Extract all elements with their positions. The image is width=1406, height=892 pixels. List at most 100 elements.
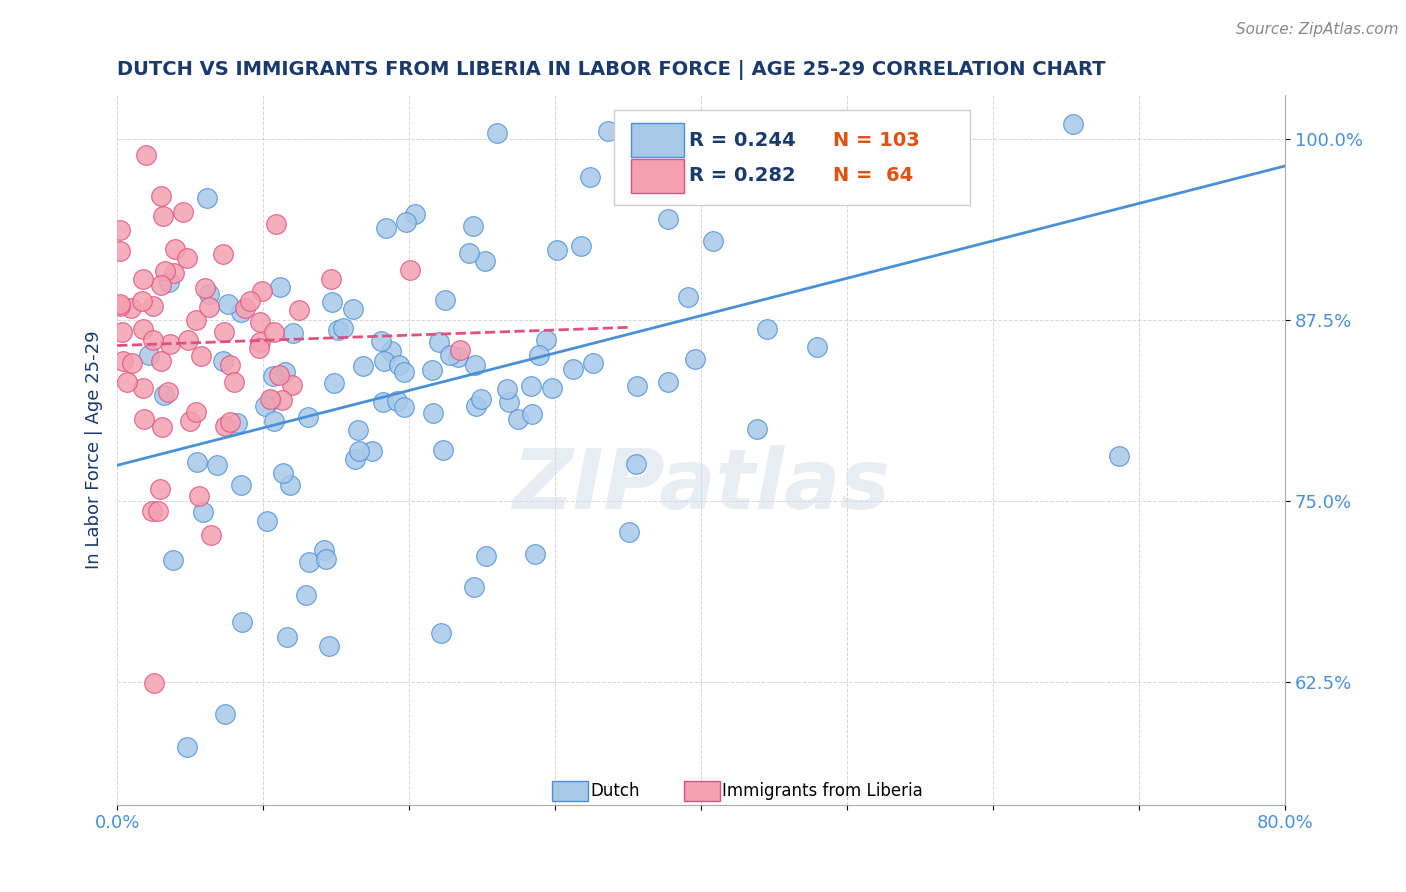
- Point: [214, 706, 236, 721]
- Point: [263, 415, 285, 429]
- Point: [475, 549, 498, 563]
- Point: [429, 626, 451, 640]
- Point: [657, 211, 679, 226]
- Point: [194, 281, 217, 295]
- Point: [250, 284, 273, 298]
- Text: Source: ZipAtlas.com: Source: ZipAtlas.com: [1236, 22, 1399, 37]
- Point: [464, 358, 486, 372]
- Point: [756, 322, 779, 336]
- Point: [380, 343, 402, 358]
- Point: [163, 266, 186, 280]
- Point: [254, 399, 277, 413]
- Point: [420, 363, 443, 377]
- Text: DUTCH VS IMMIGRANTS FROM LIBERIA IN LABOR FORCE | AGE 25-29 CORRELATION CHART: DUTCH VS IMMIGRANTS FROM LIBERIA IN LABO…: [117, 60, 1105, 79]
- Point: [700, 117, 723, 131]
- Point: [534, 333, 557, 347]
- Point: [176, 251, 198, 265]
- Point: [198, 286, 221, 301]
- Y-axis label: In Labor Force | Age 25-29: In Labor Force | Age 25-29: [86, 331, 103, 569]
- Point: [110, 299, 132, 313]
- Point: [229, 478, 252, 492]
- Point: [540, 380, 562, 394]
- Point: [172, 204, 194, 219]
- Point: [186, 313, 208, 327]
- Point: [470, 392, 492, 407]
- Point: [212, 325, 235, 339]
- Point: [360, 443, 382, 458]
- Point: [434, 293, 457, 308]
- Point: [269, 368, 291, 382]
- Point: [111, 326, 134, 340]
- Point: [121, 355, 143, 369]
- Point: [212, 354, 235, 368]
- Point: [388, 358, 411, 372]
- Point: [474, 254, 496, 268]
- Point: [657, 375, 679, 389]
- Point: [1062, 117, 1084, 131]
- Point: [295, 588, 318, 602]
- Point: [150, 420, 173, 434]
- Point: [288, 302, 311, 317]
- Point: [153, 387, 176, 401]
- Point: [673, 117, 696, 131]
- Point: [498, 394, 520, 409]
- Point: [569, 238, 592, 252]
- Point: [447, 350, 470, 364]
- Point: [495, 383, 517, 397]
- Point: [281, 326, 304, 341]
- Point: [315, 552, 337, 566]
- Point: [273, 466, 295, 480]
- Point: [150, 353, 173, 368]
- Point: [276, 631, 298, 645]
- FancyBboxPatch shape: [631, 123, 683, 157]
- Point: [1108, 450, 1130, 464]
- Text: Dutch: Dutch: [591, 782, 640, 800]
- Point: [200, 528, 222, 542]
- Text: N = 103: N = 103: [834, 130, 920, 150]
- Point: [264, 217, 287, 231]
- Point: [278, 478, 301, 492]
- Point: [319, 272, 342, 286]
- Point: [464, 399, 486, 413]
- Point: [676, 290, 699, 304]
- Point: [485, 126, 508, 140]
- Point: [176, 333, 198, 347]
- Point: [131, 381, 153, 395]
- Point: [546, 243, 568, 257]
- Point: [120, 301, 142, 315]
- Point: [218, 415, 240, 429]
- Point: [747, 422, 769, 436]
- Point: [624, 457, 647, 471]
- Text: R = 0.244: R = 0.244: [689, 130, 796, 150]
- Point: [463, 219, 485, 233]
- Point: [222, 375, 245, 389]
- Point: [207, 458, 229, 473]
- Point: [259, 392, 281, 406]
- Point: [297, 409, 319, 424]
- Point: [152, 209, 174, 223]
- Point: [108, 297, 131, 311]
- Point: [269, 279, 291, 293]
- Point: [198, 300, 221, 314]
- Point: [432, 443, 454, 458]
- Point: [344, 452, 367, 467]
- Point: [685, 352, 707, 367]
- Text: ZIPatlas: ZIPatlas: [512, 445, 890, 526]
- Point: [179, 414, 201, 428]
- Point: [149, 278, 172, 293]
- Text: R = 0.282: R = 0.282: [689, 166, 796, 185]
- Point: [176, 739, 198, 754]
- Point: [108, 223, 131, 237]
- Point: [404, 207, 426, 221]
- Point: [626, 379, 648, 393]
- Point: [115, 376, 138, 390]
- Point: [231, 615, 253, 629]
- Point: [148, 504, 170, 518]
- Point: [449, 343, 471, 358]
- Point: [156, 384, 179, 399]
- Point: [263, 326, 285, 340]
- Point: [328, 323, 350, 337]
- Point: [429, 334, 451, 349]
- Point: [135, 148, 157, 162]
- Point: [132, 412, 155, 426]
